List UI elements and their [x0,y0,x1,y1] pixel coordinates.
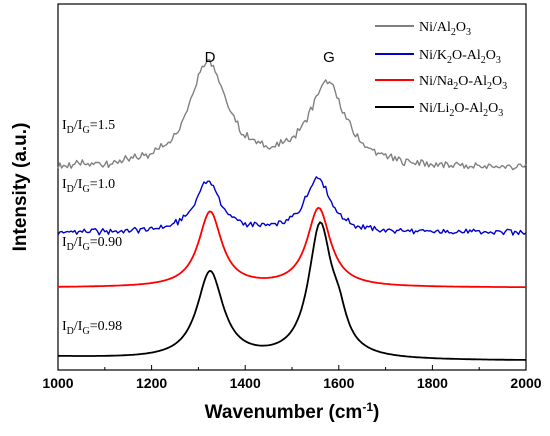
series-line-3 [58,206,526,289]
x-tick-label: 1200 [136,375,167,391]
x-tick-label: 1400 [230,375,261,391]
legend: Ni/Al2O3 Ni/K2O-Al2O3 Ni/Na2O-Al2O3 Ni/Li2O… [375,20,507,119]
legend-label: Ni/Li2O-Al2O3 [419,101,503,119]
x-tick-label: 1000 [42,375,73,391]
x-axis-ticks: 1000 1200 1400 1600 1800 2000 [42,365,542,391]
x-tick-label: 1800 [417,375,448,391]
x-axis-label-superscript: -1 [362,400,373,414]
x-axis-label: Wavenumber (cm-1) [205,400,380,423]
x-tick-label: 1600 [323,375,354,391]
ratio-labels: ID/IG=1.5 ID/IG=1.0 ID/IG=0.90 ID/IG=0.98 [62,118,122,337]
ratio-label-4: ID/IG=0.98 [62,319,122,337]
peak-label-d: D [205,49,216,66]
series-line-1 [57,58,527,171]
legend-label: Ni/Na2O-Al2O3 [419,74,507,92]
y-axis-label: Intensity (a.u.) [10,123,31,252]
series-line-4 [57,221,527,361]
legend-entry-2: Ni/K2O-Al2O3 [375,48,501,66]
ratio-label-2: ID/IG=1.0 [62,177,115,195]
legend-entry-3: Ni/Na2O-Al2O3 [375,74,507,92]
legend-entry-4: Ni/Li2O-Al2O3 [375,101,503,119]
series-layer [57,58,527,361]
x-tick-label: 2000 [510,375,541,391]
legend-label: Ni/K2O-Al2O3 [419,48,501,66]
series-line-2 [57,176,527,236]
ratio-label-3: ID/IG=0.90 [62,235,122,253]
ratio-label-1: ID/IG=1.5 [62,118,115,136]
legend-entry-1: Ni/Al2O3 [375,20,471,38]
peak-label-g: G [323,49,335,66]
legend-label: Ni/Al2O3 [419,20,471,38]
